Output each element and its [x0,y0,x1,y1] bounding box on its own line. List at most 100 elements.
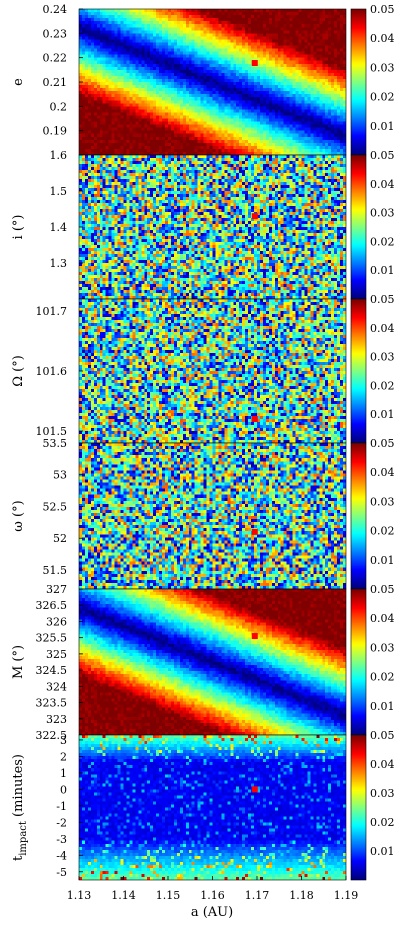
colorbar-tick-label: 0.04 [370,612,395,625]
colorbar-tick-label: 0.01 [370,264,395,277]
y-tick-label: 322.5 [36,729,68,742]
y-tick-label: 326.5 [36,599,68,612]
y-tick-label: 0 [60,783,67,796]
y-tick-label: 101.5 [36,425,68,438]
x-tick-label: 1.13 [67,889,92,902]
y-tick-label: 0.23 [43,27,68,40]
y-tick-label: 1.5 [50,185,68,198]
nominal-marker [251,528,258,535]
colorbar-tick-label: 0.01 [370,408,395,421]
colorbar-tick-label: 0.01 [370,700,395,713]
y-tick-label: -2 [56,816,67,829]
panel-Omega: 0.01 0.02 0.03 0.04 0.05 101.5 101.6 101.7 Ω (°) [11,293,395,444]
colorbar-tick-label: 0.05 [370,729,395,742]
y-axis-label: timpact (minutes) [11,754,29,861]
colorbar-tick-label: 0.05 [370,3,395,16]
colorbar-tick-label: 0.01 [370,120,395,133]
panel-t: 0.01 0.02 0.03 0.04 0.05 -5 -4 -3 -2 -1 0 1 2 3 timpac… [11,729,395,881]
y-axis-label: M (°) [11,645,26,679]
colorbar-frame [350,734,367,881]
y-tick-label: 53.5 [43,437,68,450]
colorbar-tick-label: 0.03 [370,61,395,74]
nominal-marker [251,633,258,640]
colorbar-tick-label: 0.03 [370,495,395,508]
y-tick-label: 0.19 [43,125,68,138]
nominal-marker [251,60,258,67]
y-tick-label: 1.4 [50,221,68,234]
nominal-marker [251,786,258,793]
x-axis: a (AU) 1.13 1.14 1.15 1.16 1.17 1.18 1.19 [67,876,359,920]
y-tick-label: 0.24 [43,3,68,16]
colorbar-tick-label: 0.04 [370,758,395,771]
heatmap-image [79,735,346,880]
y-tick-label: 324.5 [36,664,68,677]
colorbar-tick-label: 0.04 [370,32,395,45]
y-axis-label: e [11,78,26,86]
y-tick-label: 52.5 [43,500,68,513]
colorbar [351,9,366,155]
y-tick-label: 1.6 [50,149,68,162]
colorbar-tick-label: 0.02 [370,379,395,392]
y-tick-label: 326 [46,615,67,628]
colorbar-tick-label: 0.02 [370,235,395,248]
y-axis-label: ω (°) [11,500,26,531]
x-tick-label: 1.18 [289,889,314,902]
y-tick-label: 0.22 [43,52,68,65]
y-tick-label: 1 [60,767,67,780]
y-tick-label: -3 [56,833,67,846]
y-tick-label: 101.6 [36,365,68,378]
y-axis-label: i (°) [11,215,26,240]
heatmap-image [79,443,346,589]
colorbar [351,589,366,735]
panel-M: 0.01 0.02 0.03 0.04 0.05 322.5 323 323.5 324 324.… [11,583,395,742]
colorbar [351,299,366,443]
colorbar-tick-label: 0.04 [370,466,395,479]
y-tick-label: 52 [53,532,67,545]
x-tick-label: 1.14 [111,889,136,902]
panel-i: 0.01 0.02 0.03 0.04 0.05 1.3 1.4 1.5 1.6 i (°) [11,149,395,300]
colorbar-tick-label: 0.03 [370,207,395,220]
colorbar-tick-label: 0.04 [370,178,395,191]
y-tick-label: 327 [46,583,67,596]
nominal-marker [251,213,258,220]
heatmap-image [79,155,346,299]
y-tick-label: 51.5 [43,564,68,577]
x-tick-label: 1.15 [156,889,181,902]
y-tick-label: 324 [46,680,67,693]
y-tick-label: 0.2 [50,100,68,113]
y-tick-label: -4 [56,849,67,862]
y-tick-label: 1.3 [50,257,68,270]
colorbar-tick-label: 0.01 [370,554,395,567]
panel-omega: 0.01 0.02 0.03 0.04 0.05 51.5 52 52.5 53 53.5 ω (°… [11,437,395,590]
y-axis-label: Ω (°) [11,355,26,387]
y-tick-label: -1 [56,800,67,813]
heatmap-image [79,9,346,155]
colorbar-tick-label: 0.02 [370,525,395,538]
colorbar-tick-label: 0.02 [370,671,395,684]
heatmap-image [79,299,346,443]
heatmap-image [79,589,346,735]
colorbar-tick-label: 0.03 [370,351,395,364]
x-axis-label: a (AU) [191,905,233,920]
colorbar-tick-label: 0.01 [370,845,395,858]
colorbar-tick-label: 0.02 [370,816,395,829]
colorbar-tick-label: 0.05 [370,149,395,162]
y-tick-label: 101.7 [36,305,68,318]
colorbar [351,443,366,589]
x-tick-label: 1.17 [245,889,270,902]
y-tick-label: 325.5 [36,632,68,645]
y-tick-label: 323.5 [36,697,68,710]
colorbar-tick-label: 0.05 [370,437,395,450]
panels-layer: 0.01 0.02 0.03 0.04 0.05 0.19 0.2 0.21 0.22 0.23 0… [11,3,395,881]
x-tick-label: 1.19 [334,889,359,902]
colorbar [351,155,366,299]
x-tick-label: 1.16 [200,889,225,902]
y-tick-label: 325 [46,648,67,661]
y-tick-label: -5 [56,866,67,879]
colorbar [351,735,366,880]
colorbar-tick-label: 0.05 [370,293,395,306]
y-tick-label: 3 [60,734,67,747]
colorbar-tick-label: 0.03 [370,641,395,654]
colorbar-tick-label: 0.04 [370,322,395,335]
